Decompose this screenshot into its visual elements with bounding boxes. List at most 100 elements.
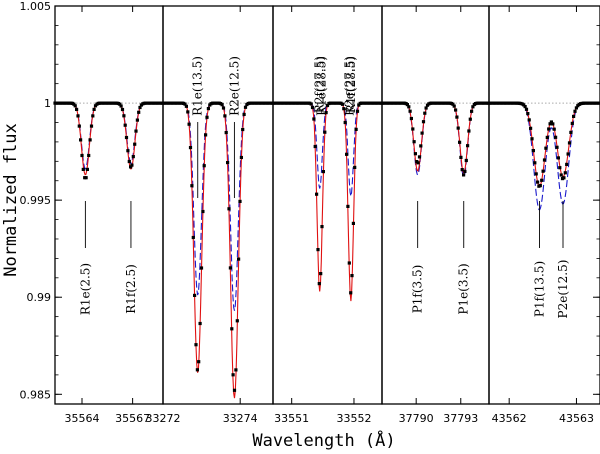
- model-blue-series: [382, 102, 489, 178]
- observed-point: [460, 168, 464, 172]
- panels-group: 35564 35567 R1e(2.5) R1f(2.5) 33272 33274 R1e(…: [53, 5, 600, 425]
- observed-point: [237, 257, 241, 261]
- observed-point: [405, 103, 409, 107]
- observed-point: [77, 124, 81, 128]
- observed-point: [190, 184, 194, 188]
- observed-point: [411, 127, 415, 131]
- observed-point: [541, 169, 545, 173]
- observed-point: [467, 129, 471, 133]
- panel-3: 33551 33552 R2f(27.5)R1e(28.5) R2e(27.5)R1f…: [271, 5, 384, 425]
- model-red-series: [489, 102, 600, 188]
- observed-point: [238, 199, 242, 203]
- observed-point: [321, 170, 325, 174]
- observed-point: [184, 104, 188, 108]
- observed-point: [193, 293, 197, 297]
- observed-point: [119, 104, 123, 108]
- observed-point: [228, 266, 232, 270]
- observed-point: [197, 360, 201, 364]
- line-annotation: R2e(12.5): [227, 56, 241, 116]
- observed-point: [562, 176, 566, 180]
- observed-point: [312, 117, 316, 121]
- observed-point: [310, 105, 315, 110]
- observed-point: [455, 115, 459, 119]
- panel-frame: [162, 5, 274, 405]
- observed-point: [459, 155, 463, 159]
- observed-point: [523, 105, 527, 109]
- observed-point: [464, 158, 468, 163]
- observed-point: [563, 171, 567, 175]
- x-tick-label: 43563: [559, 412, 594, 425]
- observed-point: [343, 120, 347, 125]
- observed-point: [524, 107, 529, 111]
- observed-point: [235, 319, 239, 323]
- observed-point: [534, 172, 538, 176]
- model-red-series: [382, 102, 489, 175]
- observed-point: [558, 166, 562, 170]
- observed-point: [131, 155, 135, 159]
- observed-point: [316, 248, 320, 252]
- observed-point: [87, 153, 91, 158]
- observed-point: [456, 126, 460, 130]
- observed-point: [323, 130, 327, 134]
- observed-point: [243, 105, 248, 109]
- observed-point: [80, 153, 84, 158]
- observed-point: [545, 135, 549, 139]
- x-tick-label: 43562: [492, 412, 527, 425]
- x-tick-label: 33551: [274, 412, 309, 425]
- observed-point: [138, 105, 142, 110]
- x-tick-label: 37793: [443, 412, 478, 425]
- observed-point: [127, 159, 131, 164]
- observed-point: [349, 291, 353, 295]
- y-axis-label: Normalized flux: [1, 123, 21, 277]
- observed-point: [542, 158, 547, 162]
- observed-point: [198, 321, 202, 326]
- observed-point: [466, 144, 470, 148]
- line-annotation: R1f(2.5): [124, 264, 138, 314]
- observed-point: [76, 114, 80, 118]
- model-red-series: [163, 102, 273, 399]
- observed-point: [224, 131, 228, 135]
- observed-point: [547, 127, 551, 131]
- observed-point: [454, 108, 458, 112]
- observed-point: [536, 180, 540, 184]
- observed-point: [91, 114, 95, 118]
- observed-point: [202, 164, 206, 168]
- observed-point: [346, 204, 350, 208]
- observed-point: [130, 163, 134, 167]
- observed-point: [317, 282, 321, 286]
- observed-point: [205, 115, 209, 119]
- observed-point: [549, 120, 553, 124]
- observed-point: [134, 129, 138, 133]
- line-annotation: R2f(27.5): [313, 56, 327, 113]
- observed-point: [73, 104, 77, 108]
- observed-point: [242, 112, 246, 116]
- observed-point: [120, 107, 125, 112]
- observed-point: [526, 112, 530, 116]
- observed-point: [241, 127, 245, 132]
- observed-point: [470, 109, 474, 113]
- observed-point: [85, 167, 89, 171]
- observed-point: [409, 116, 413, 121]
- observed-point: [89, 124, 94, 128]
- observed-point: [239, 155, 243, 160]
- observed-point: [559, 173, 563, 177]
- observed-point: [540, 178, 544, 182]
- observed-point: [88, 138, 92, 142]
- y-tick-label: 0.99: [27, 291, 52, 304]
- observed-point: [220, 103, 224, 107]
- observed-point: [567, 141, 572, 145]
- observed-point: [531, 149, 535, 153]
- observed-point: [468, 117, 472, 121]
- observed-point: [420, 131, 424, 135]
- y-tick-label: 1: [44, 97, 51, 110]
- observed-point: [544, 146, 548, 150]
- observed-point: [471, 105, 475, 109]
- observed-point: [227, 207, 231, 211]
- observed-point: [572, 114, 576, 118]
- observed-point: [186, 110, 190, 114]
- observed-point: [566, 152, 570, 156]
- observed-point: [538, 184, 542, 188]
- observed-point: [204, 133, 208, 137]
- observed-point: [423, 111, 427, 115]
